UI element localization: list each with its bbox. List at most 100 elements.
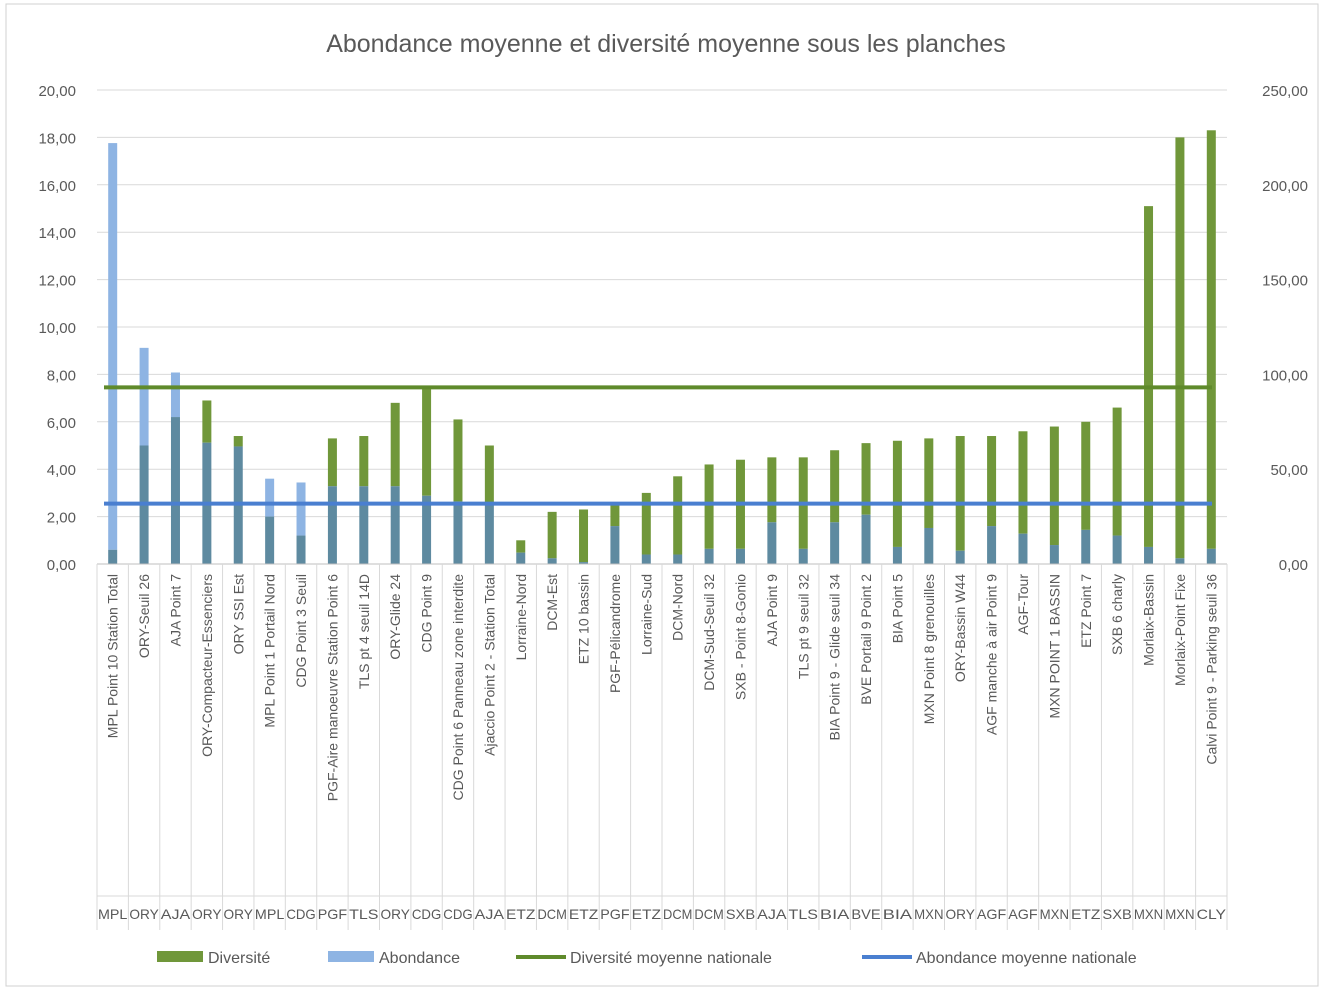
secondary-category-label: ETZ — [506, 906, 536, 922]
category-label: TLS pt 4 seuil 14D — [356, 574, 372, 689]
overlap-bar — [108, 549, 118, 564]
secondary-category-label: CDG — [443, 906, 472, 922]
right-axis-ticks: 0,00 50,00 100,00 150,00 200,00 250,00 — [1262, 83, 1308, 574]
secondary-category-label: MXN — [1134, 906, 1163, 922]
diversite-bar — [830, 450, 840, 523]
category-label: BIA Point 9 - Glide seuil 34 — [827, 574, 843, 741]
diversite-bar — [422, 386, 432, 496]
overlap-bar — [390, 486, 400, 564]
diversite-bar — [1206, 130, 1216, 549]
diversite-bar — [1112, 407, 1122, 536]
category-label: AJA Point 9 — [764, 574, 780, 647]
category-label: Lorraine-Nord — [513, 574, 529, 660]
category-label: MXN POINT 1 BASSIN — [1046, 574, 1062, 718]
x-axis — [96, 563, 1228, 930]
legend-label: Abondance moyenne nationale — [916, 950, 1137, 967]
category-label: MPL Point 1 Portail Nord — [262, 574, 278, 728]
secondary-category-label: AGF — [977, 906, 1006, 922]
diversite-bar — [327, 438, 337, 487]
secondary-category-label: SXB — [726, 906, 755, 922]
overlap-bar — [265, 516, 275, 564]
secondary-category-label: MXN — [914, 906, 943, 922]
secondary-category-label: ETZ — [632, 906, 662, 922]
secondary-category-label: CLY — [1197, 906, 1227, 922]
overlap-bar — [1018, 533, 1028, 564]
secondary-category-label: CDG — [412, 906, 441, 922]
category-label: ORY-Compacteur-Essenciers — [199, 574, 215, 757]
overlap-bar — [296, 535, 306, 564]
secondary-category-label: ETZ — [1071, 906, 1101, 922]
secondary-category-label: BIA — [883, 906, 913, 922]
diversite-bar — [1049, 426, 1059, 546]
overlap-bar — [170, 417, 180, 564]
diversite-bar — [202, 400, 212, 443]
diversite-bar — [641, 492, 651, 555]
left-tick-label: 16,00 — [38, 178, 76, 195]
overlap-bar — [735, 548, 745, 564]
overlap-bar — [1112, 535, 1122, 564]
legend-swatch — [157, 951, 203, 962]
category-label: Lorraine-Sud — [638, 574, 654, 655]
left-tick-label: 2,00 — [47, 510, 76, 527]
overlap-bar — [579, 562, 589, 564]
diversite-bar — [484, 445, 494, 504]
secondary-category-label: AGF — [1008, 906, 1037, 922]
secondary-category-label: BVE — [851, 906, 880, 922]
legend: Diversité Abondance Diversité moyenne nati… — [157, 950, 1137, 967]
category-label: ORY-Bassin W44 — [952, 574, 968, 682]
secondary-category-label: TLS — [349, 906, 378, 922]
overlap-bar — [1175, 558, 1185, 564]
secondary-category-label: AJA — [757, 906, 787, 922]
category-label: BIA Point 5 — [889, 574, 905, 643]
overlap-bar — [798, 548, 808, 564]
overlap-bar — [359, 486, 369, 564]
secondary-category-label: ORY — [129, 906, 159, 922]
abondance-bar — [296, 482, 306, 536]
diversite-bar — [547, 511, 557, 559]
category-label: DCM-Sud-Seuil 32 — [701, 574, 717, 691]
diversite-bar — [673, 476, 683, 555]
category-label: ORY SSI Est — [230, 574, 246, 655]
overlap-bar — [516, 552, 526, 564]
secondary-category-label: ORY — [381, 906, 411, 922]
grid-lines — [97, 89, 1227, 518]
right-tick-label: 100,00 — [1262, 367, 1308, 384]
overlap-bar — [673, 554, 683, 564]
secondary-category-label: DCM — [663, 906, 692, 922]
category-label: AGF manche à air Point 9 — [984, 574, 1000, 735]
secondary-category-label: ORY — [224, 906, 254, 922]
secondary-category-label: PGF — [600, 906, 629, 922]
overlap-bar — [1206, 548, 1216, 564]
abondance-bar — [265, 478, 275, 517]
abondance-bar — [139, 347, 149, 446]
secondary-category-label: MPL — [255, 906, 285, 922]
right-tick-label: 150,00 — [1262, 273, 1308, 290]
diversite-bar — [610, 504, 620, 527]
chart-title: Abondance moyenne et diversité moyenne s… — [326, 30, 1006, 58]
overlap-bar — [484, 503, 494, 564]
abondance-bar — [108, 143, 118, 550]
bars-group — [108, 130, 1216, 564]
secondary-category-label: CDG — [286, 906, 315, 922]
diversite-bar — [233, 436, 243, 447]
diversite-bar — [390, 402, 400, 487]
category-label: CDG Point 3 Seuil — [293, 574, 309, 688]
category-label: Calvi Point 9 - Parking seuil 36 — [1203, 574, 1219, 765]
right-tick-label: 50,00 — [1270, 462, 1308, 479]
secondary-category-labels: MPL ORY AJA ORY ORY MPL CDG PGF TLS ORY CDG CDG AJA E… — [98, 906, 1227, 922]
diversite-bar — [453, 419, 463, 502]
left-tick-label: 18,00 — [38, 130, 76, 147]
category-label: MXN Point 8 grenouilles — [921, 574, 937, 724]
diversite-bar — [1081, 421, 1091, 530]
overlap-bar — [987, 526, 997, 564]
secondary-category-label: DCM — [694, 906, 723, 922]
average-lines — [104, 385, 1212, 506]
left-tick-label: 4,00 — [47, 462, 76, 479]
left-tick-label: 6,00 — [47, 415, 76, 432]
diversite-bar — [892, 440, 902, 547]
diversite-bar — [1144, 206, 1154, 547]
overlap-bar — [955, 550, 965, 564]
secondary-category-label: MXN — [1165, 906, 1194, 922]
